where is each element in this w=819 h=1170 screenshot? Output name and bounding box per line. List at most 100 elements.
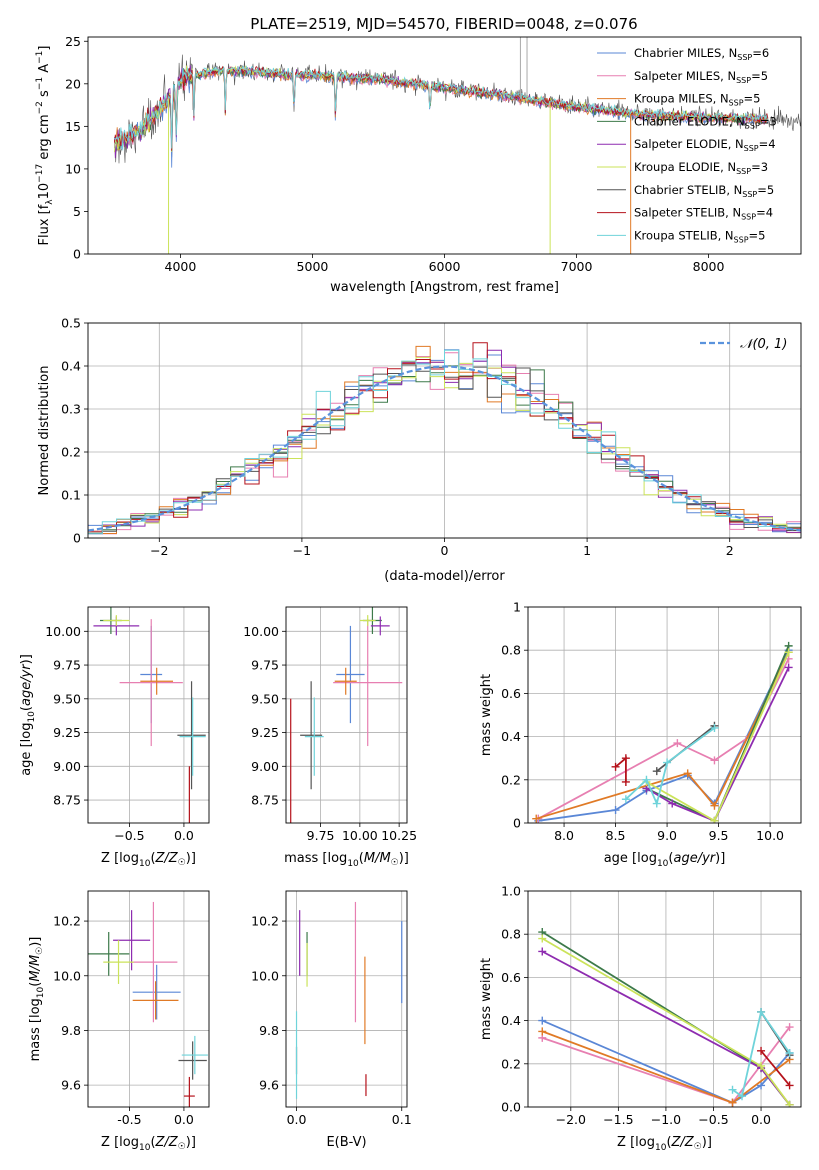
x-axis-label: Z [log10(Z/Z☉)] (617, 1135, 712, 1153)
series-kroupa-stelib (728, 1007, 794, 1101)
errorbar-kroupa-stelib (304, 697, 324, 776)
x-axis-label: E(B-V) (326, 1135, 366, 1150)
series-line (535, 652, 790, 820)
x-tick-label: 9.75 (307, 828, 335, 843)
series-point (652, 799, 661, 808)
x-tick-label: 1 (583, 543, 591, 558)
axes-frame (527, 890, 802, 1108)
series-point (784, 648, 793, 657)
legend-label: Salpeter MILES, NSSP=5 (634, 69, 768, 85)
x-tick-label: 0 (441, 543, 449, 558)
y-tick-label: 9.75 (251, 658, 279, 673)
series-point (621, 777, 630, 786)
series-line (625, 727, 716, 807)
y-tick-label: 10 (65, 161, 81, 176)
series-point (710, 723, 719, 732)
series-point (738, 1092, 747, 1101)
errorbar-chabrier-stelib (178, 1041, 207, 1080)
y-tick-label: 20 (65, 76, 81, 91)
series-kroupa-miles (538, 1027, 794, 1107)
errorbar-kroupa-elodie (359, 615, 376, 626)
series-point (710, 816, 719, 823)
errorbar-kroupa-elodie (103, 940, 134, 984)
x-tick-label: −2 (150, 543, 168, 558)
y-tick-label: 10.2 (251, 914, 279, 929)
y-tick-label: 0 (73, 531, 81, 546)
series-point (728, 1085, 737, 1094)
figure-title: PLATE=2519, MJD=54570, FIBERID=0048, z=0… (250, 15, 637, 33)
series-point (785, 1100, 794, 1107)
x-tick-label: 0.0 (174, 828, 194, 843)
x-axis-label: wavelength [Angstrom, rest frame] (330, 280, 559, 295)
series-salpeter-stelib (611, 754, 630, 786)
y-axis-label: mass weight (479, 958, 494, 1040)
series-point (538, 947, 547, 956)
y-tick-label: 10.2 (53, 914, 81, 929)
axes-frame (285, 606, 408, 824)
series-kroupa-stelib (621, 723, 719, 808)
y-tick-label: 9.8 (61, 1023, 81, 1038)
series-point (785, 1081, 794, 1090)
y-tick-label: 0 (513, 816, 521, 831)
y-tick-label: 9.25 (251, 725, 279, 740)
x-axis-label: Z [log10(Z/Z☉)] (101, 1135, 196, 1153)
axes-frame (87, 890, 210, 1108)
hist-kroupa-stelib (88, 349, 801, 535)
errorbar-kroupa-stelib (179, 697, 206, 776)
axes-frame (87, 606, 210, 824)
legend-label: Salpeter ELODIE, NSSP=4 (634, 137, 776, 153)
y-tick-label: 9.50 (53, 691, 81, 706)
plot-area (88, 342, 801, 535)
series-point (785, 1049, 794, 1057)
y-tick-label: 0.3 (61, 402, 81, 417)
errorbar-kroupa-miles (132, 981, 179, 1020)
x-axis-label: (data-model)/error (384, 569, 505, 584)
y-tick-label: 0.4 (501, 1013, 521, 1028)
errorbar-kroupa-miles (334, 667, 357, 695)
series-point (621, 795, 630, 804)
panel-weight-vs-age: 8.0 8.5 9.0 9.5 10.0 0 0.2 0.4 0.6 0.8 1 age [log10… (479, 600, 802, 869)
panel-mass-vs-z: -0.5 0.0 9.6 9.8 10.0 10.2 Z [log10(Z/Z☉)] mass… (28, 890, 210, 1153)
series-point (673, 739, 682, 748)
y-tick-label: 0.2 (501, 772, 521, 787)
errorbar-chabrier-miles (336, 625, 365, 724)
plot-area (88, 901, 208, 1107)
plot-area (538, 928, 794, 1107)
y-axis-label: mass weight (479, 674, 494, 756)
y-tick-label: 0.8 (501, 643, 521, 658)
y-tick-label: 9.00 (53, 759, 81, 774)
series-point (611, 762, 620, 771)
series-point (683, 769, 692, 778)
panel-age-vs-mass: 9.75 10.00 10.258.759.009.259.509.7510.00m… (243, 606, 417, 869)
legend-label: Kroupa STELIB, NSSP=5 (634, 228, 765, 244)
x-tick-label: 10.25 (381, 828, 417, 843)
y-tick-label: 9.75 (53, 658, 81, 673)
errorbar-kroupa-stelib (181, 1035, 208, 1075)
y-tick-label: 0.2 (501, 1056, 521, 1071)
y-tick-label: 1.0 (501, 884, 521, 899)
x-tick-label: 9.5 (709, 828, 729, 843)
series-point (757, 1046, 766, 1055)
x-tick-label: −0.5 (114, 828, 144, 843)
x-axis-label: age [log10(age/yr)] (604, 851, 726, 869)
x-tick-label: 0.1 (392, 1112, 412, 1127)
y-tick-label: 0.2 (61, 445, 81, 460)
x-axis-label: Z [log10(Z/Z☉)] (101, 851, 196, 869)
y-tick-label: 10.0 (53, 968, 81, 983)
errorbar-salpeter-miles (129, 901, 178, 1023)
legend-label: Salpeter STELIB, NSSP=4 (634, 206, 773, 222)
x-tick-label: −1.0 (651, 1112, 681, 1127)
y-tick-label: 9.6 (61, 1078, 81, 1093)
x-tick-label: 8.5 (606, 828, 626, 843)
errorbar-salpeter-miles (119, 619, 183, 747)
series-point (710, 801, 719, 810)
x-tick-label: 5000 (297, 259, 329, 274)
series-point (784, 663, 793, 672)
y-tick-label: 5 (73, 204, 81, 219)
panel-mass-vs-ebv: 0.0 0.1 9.6 9.8 10.0 10.2 E(B-V) (251, 890, 412, 1150)
x-tick-label: 0.0 (751, 1112, 771, 1127)
series-kroupa-elodie (538, 934, 794, 1107)
errorbar-chabrier-miles (132, 964, 181, 1020)
plot-area (295, 901, 403, 1099)
